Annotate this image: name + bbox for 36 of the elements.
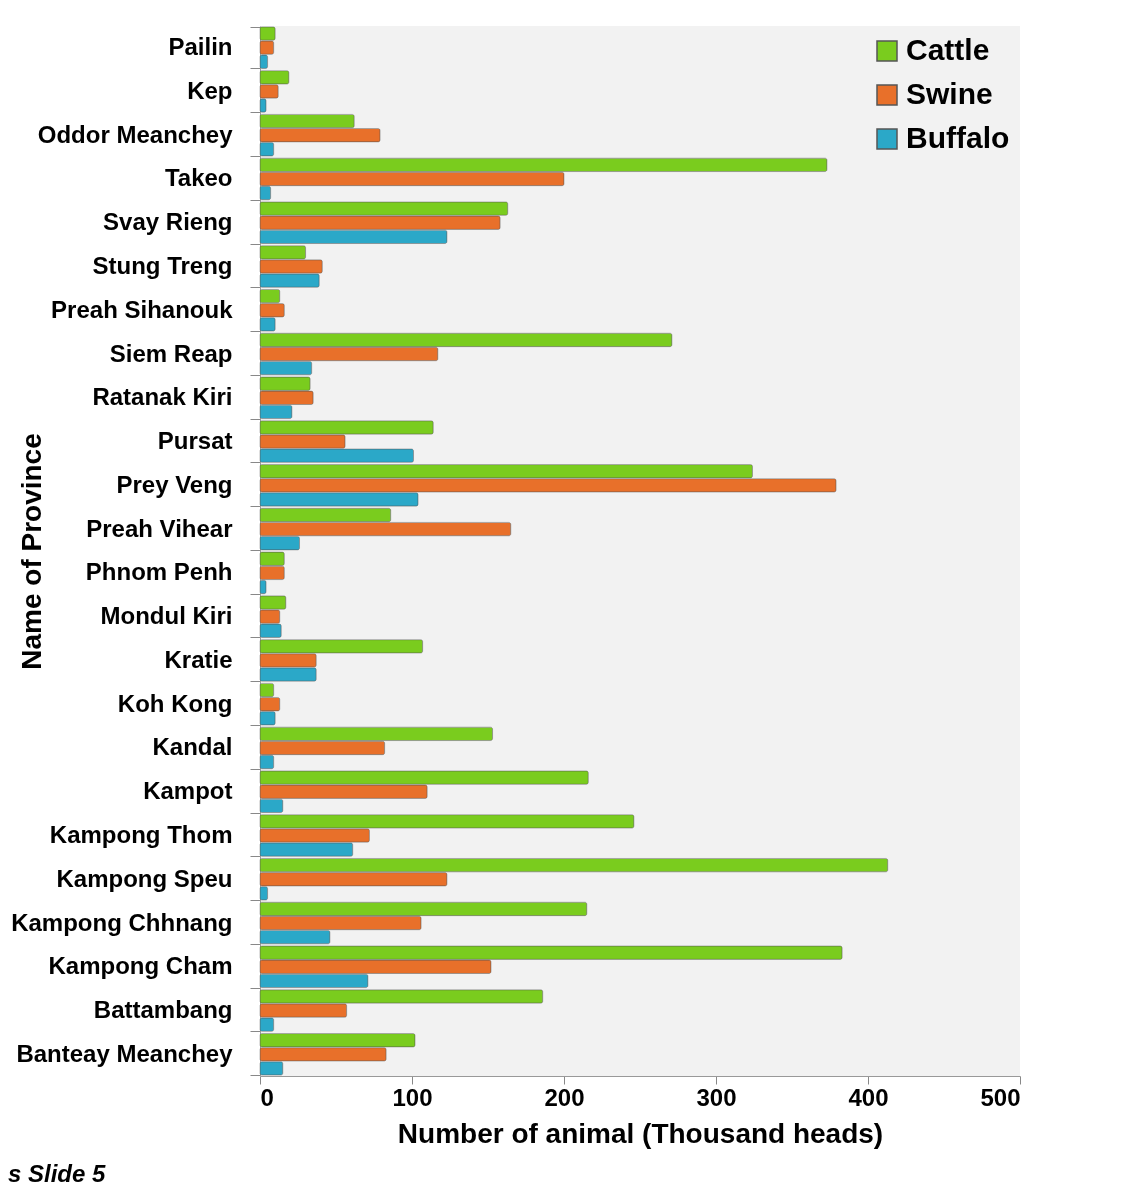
y-tick-label: Kep [187, 76, 233, 104]
legend-label: Buffalo [906, 121, 1010, 154]
y-tick-label: Battambang [93, 996, 233, 1024]
x-tick-label: 100 [392, 1083, 433, 1111]
y-tick-label: Pursat [157, 427, 233, 455]
y-tick-label: Pailin [168, 33, 233, 61]
y-tick-label: Preah Vihear [86, 514, 233, 542]
x-tick-label: 0 [260, 1083, 274, 1111]
y-tick-label: Banteay Meanchey [16, 1039, 234, 1067]
y-tick-label: Kampot [143, 777, 233, 805]
legend-label: Cattle [906, 33, 990, 66]
legend-label: Swine [906, 77, 993, 110]
y-tick-label: Prey Veng [116, 470, 233, 498]
y-tick-label: Oddor Meanchey [37, 120, 234, 148]
y-tick-label: Phnom Penh [85, 558, 233, 586]
y-tick-label: Stung Treng [92, 252, 233, 280]
y-tick-label: Kratie [164, 645, 233, 673]
y-tick-label: Svay Rieng [103, 208, 233, 236]
y-tick-label: Takeo [164, 164, 233, 192]
text: s Slide 5 [8, 1160, 106, 1188]
y-tick-label: Preah Sihanouk [51, 295, 234, 323]
x-tick-label: 500 [980, 1083, 1021, 1111]
y-tick-label: Kampong Cham [48, 952, 233, 980]
y-tick-label: Kampong Chhnang [11, 908, 233, 936]
y-tick-label: Mondul Kiri [100, 602, 233, 630]
x-axis-title: Number of animal (Thousand heads) [397, 1117, 884, 1149]
x-tick-label: 400 [848, 1083, 889, 1111]
y-tick-label: Koh Kong [117, 689, 233, 717]
x-tick-label: 300 [696, 1083, 737, 1111]
y-tick-label: Kampong Speu [56, 864, 233, 892]
y-tick-label: Siem Reap [109, 339, 233, 367]
x-tick-label: 200 [544, 1083, 585, 1111]
y-tick-label: Kandal [152, 733, 233, 761]
y-tick-label: Kampong Thom [49, 820, 233, 848]
y-axis-title: Name of Province [15, 433, 47, 670]
y-tick-label: Ratanak Kiri [92, 383, 233, 411]
